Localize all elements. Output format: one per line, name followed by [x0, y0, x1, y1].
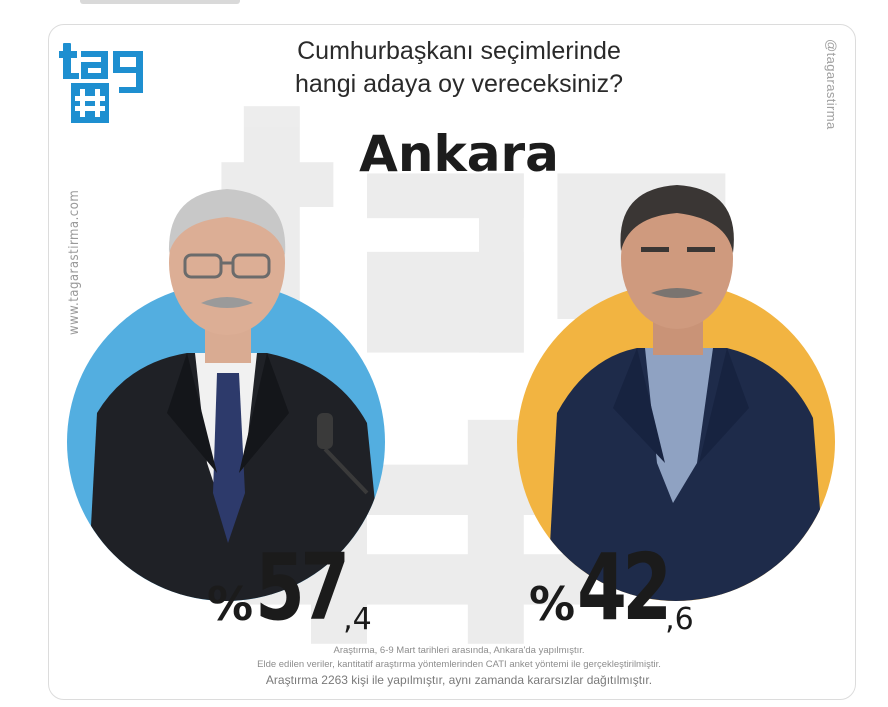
- candidate-1-percentage: % 57 ,4: [207, 534, 372, 641]
- tag-logo-icon: [59, 43, 143, 123]
- footnote-dates: Araştırma, 6-9 Mart tarihleri arasında, …: [333, 645, 585, 656]
- percentage-whole: 42: [577, 534, 672, 641]
- candidate-1-portrait: [87, 189, 385, 601]
- percent-symbol: %: [529, 577, 576, 631]
- question-line-2: hangi adaya oy vereceksiniz?: [295, 70, 623, 98]
- candidate-2-percentage: % 42 ,6: [529, 534, 694, 641]
- percent-symbol: %: [207, 577, 254, 631]
- poll-card: www.tagarastirma.com @tagarastirma Cumhu…: [48, 24, 856, 700]
- candidate-2-portrait: [547, 185, 827, 601]
- header-strip: [80, 0, 240, 4]
- question-line-1: Cumhurbaşkanı seçimlerinde: [297, 37, 621, 65]
- percentage-decimal: ,4: [343, 602, 372, 637]
- footnote-sample: Araştırma 2263 kişi ile yapılmıştır, ayn…: [265, 673, 653, 687]
- city-title: Ankara: [359, 125, 559, 183]
- footnote-method: Elde edilen veriler, kantitatif araştırm…: [257, 659, 661, 670]
- percentage-decimal: ,6: [665, 602, 694, 637]
- percentage-whole: 57: [255, 534, 350, 641]
- poll-question: Cumhurbaşkanı seçimlerinde hangi adaya o…: [209, 35, 709, 101]
- handle-watermark: @tagarastirma: [824, 39, 839, 130]
